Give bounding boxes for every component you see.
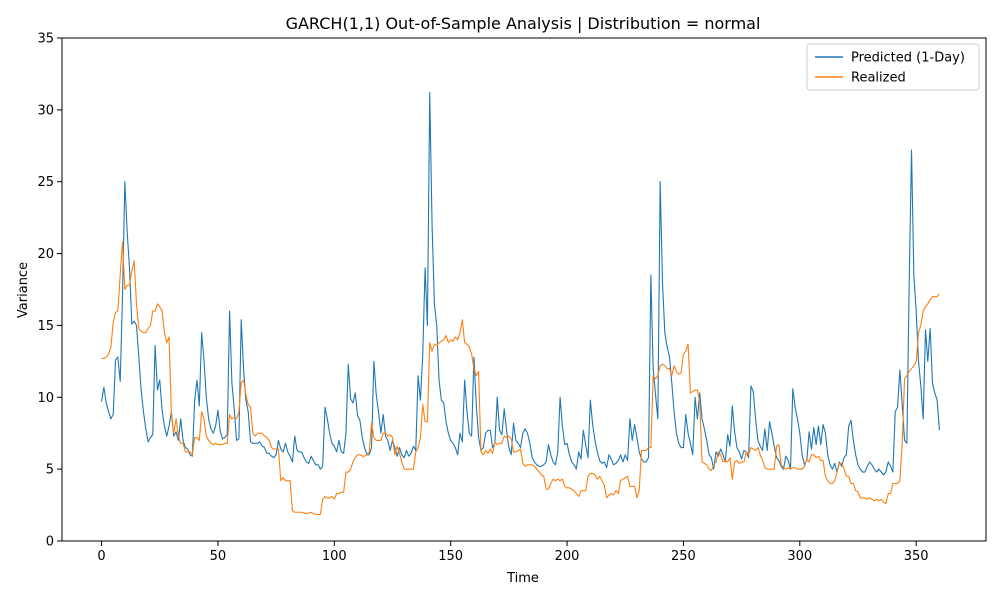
- x-tick-label: 50: [210, 549, 227, 564]
- x-axis: 0 50 100 150 200 250 300 350: [97, 541, 929, 564]
- y-axis-label: Variance: [16, 262, 31, 318]
- y-axis: 0 5 10 15 20 25 30 35: [37, 32, 62, 550]
- series-line-realized: [101, 241, 940, 515]
- x-axis-label: Time: [506, 571, 539, 586]
- y-tick-label: 20: [37, 247, 54, 262]
- y-tick-label: 25: [37, 175, 54, 190]
- y-tick-label: 5: [46, 463, 54, 478]
- y-tick-label: 15: [37, 319, 54, 334]
- plot-area: [101, 92, 940, 515]
- x-tick-label: 150: [438, 549, 463, 564]
- legend: Predicted (1-Day) Realized: [806, 43, 980, 91]
- legend-label: Predicted (1-Day): [851, 51, 965, 66]
- legend-label: Realized: [851, 71, 906, 86]
- chart-title: GARCH(1,1) Out-of-Sample Analysis | Dist…: [286, 14, 761, 33]
- legend-box: [806, 43, 980, 91]
- x-tick-label: 350: [904, 549, 929, 564]
- series-line-predicted: [101, 92, 940, 476]
- x-tick-label: 300: [787, 549, 812, 564]
- x-tick-label: 100: [322, 549, 347, 564]
- x-tick-label: 250: [671, 549, 696, 564]
- plot-frame: [61, 37, 987, 542]
- y-tick-label: 0: [46, 535, 54, 550]
- y-tick-label: 10: [37, 391, 54, 406]
- y-tick-label: 35: [37, 32, 54, 47]
- x-tick-label: 200: [555, 549, 580, 564]
- y-tick-label: 30: [37, 103, 54, 118]
- x-tick-label: 0: [97, 549, 105, 564]
